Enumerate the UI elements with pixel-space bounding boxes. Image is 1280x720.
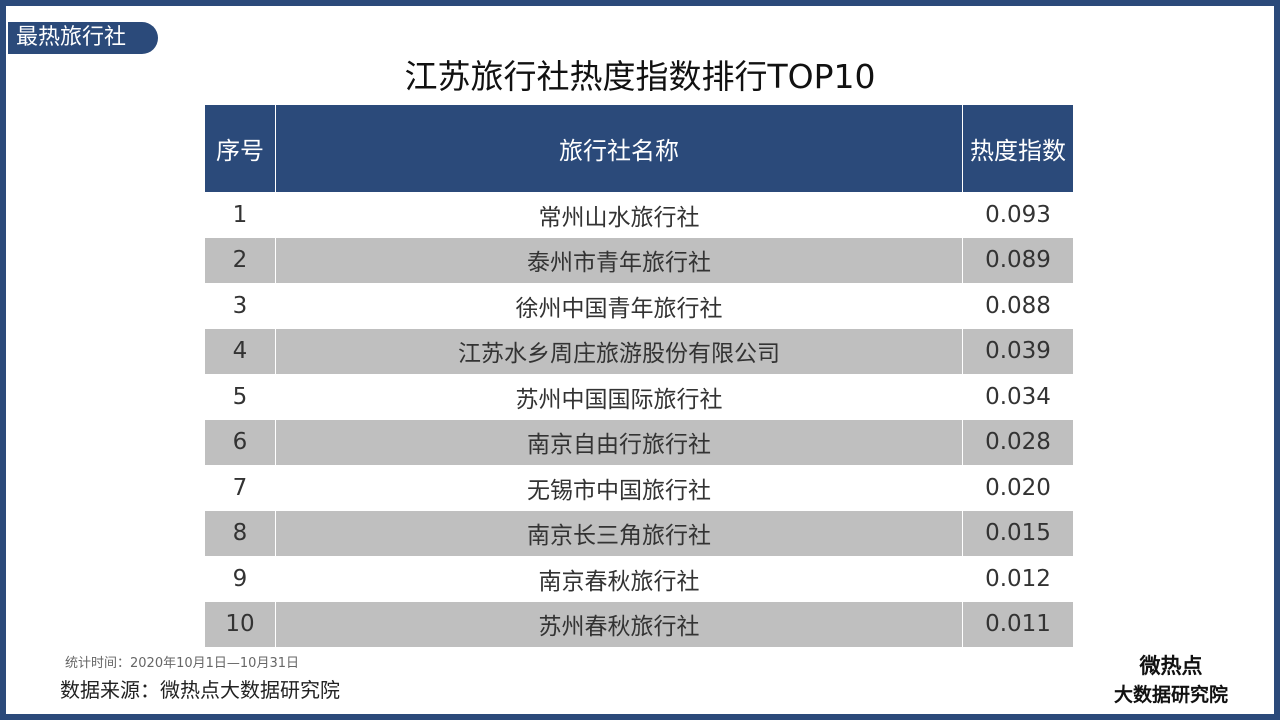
column-header: 旅行社名称 xyxy=(275,105,963,192)
ranking-table: 序号 旅行社名称 热度指数 1 常州山水旅行社 0.093 2 泰州市青年旅行社 0.089 3… xyxy=(205,105,1073,647)
table-row: 8 南京长三角旅行社 0.015 xyxy=(205,510,1073,556)
table-row: 5 苏州中国国际旅行社 0.034 xyxy=(205,374,1073,420)
table-cell: 1 xyxy=(232,201,248,228)
table-cell: 无锡市中国旅行社 xyxy=(275,465,963,511)
table-cell: 0.028 xyxy=(962,419,1073,465)
table-cell: 9 xyxy=(232,565,248,592)
table-cell: 苏州中国国际旅行社 xyxy=(275,374,963,420)
table-cell: 常州山水旅行社 xyxy=(275,192,963,238)
table-cell: 2 xyxy=(205,237,276,283)
period-note: 统计时间：2020年10月1日—10月31日 xyxy=(65,656,299,671)
table-cell: 0.039 xyxy=(962,328,1073,374)
table-cell: 5 xyxy=(232,383,248,410)
logo: 微热点 大数据研究院 xyxy=(1096,650,1246,707)
table-cell: 南京春秋旅行社 xyxy=(275,556,963,602)
table-cell: 3 xyxy=(232,292,248,319)
table-cell: 0.020 xyxy=(962,465,1073,511)
table-cell: 苏州春秋旅行社 xyxy=(275,601,963,647)
section-tag: 最热旅行社 xyxy=(8,22,158,54)
table-cell: 南京长三角旅行社 xyxy=(275,510,963,556)
column-header: 热度指数 xyxy=(962,105,1073,192)
table-row: 1 常州山水旅行社 0.093 xyxy=(205,192,1073,238)
table-cell: 0.093 xyxy=(962,192,1073,238)
table-row: 9 南京春秋旅行社 0.012 xyxy=(205,556,1073,602)
table-row: 3 徐州中国青年旅行社 0.088 xyxy=(205,283,1073,329)
table-cell: 10 xyxy=(205,601,276,647)
table-cell: 4 xyxy=(205,328,276,374)
header-row: 序号 旅行社名称 热度指数 xyxy=(205,105,1073,192)
table-row: 10 苏州春秋旅行社 0.011 xyxy=(205,601,1073,647)
table-row: 6 南京自由行旅行社 0.028 xyxy=(205,419,1073,465)
table-cell: 0.015 xyxy=(962,510,1073,556)
table-cell: 0.011 xyxy=(962,601,1073,647)
table-cell: 7 xyxy=(232,474,248,501)
table-row: 2 泰州市青年旅行社 0.089 xyxy=(205,237,1073,283)
table-cell: 0.034 xyxy=(962,374,1073,420)
source-note: 数据来源：微热点大数据研究院 xyxy=(60,678,340,702)
logo-name: 微热点 xyxy=(1139,654,1203,678)
table-cell: 泰州市青年旅行社 xyxy=(275,237,963,283)
table-cell: 徐州中国青年旅行社 xyxy=(275,283,963,329)
table-cell: 0.088 xyxy=(962,283,1073,329)
table-cell: 江苏水乡周庄旅游股份有限公司 xyxy=(275,328,963,374)
table-cell: 0.089 xyxy=(962,237,1073,283)
table-cell: 南京自由行旅行社 xyxy=(275,419,963,465)
logo-subtitle: 大数据研究院 xyxy=(1113,684,1228,706)
table-cell: 8 xyxy=(205,510,276,556)
table-cell: 0.012 xyxy=(962,556,1073,602)
table-cell: 6 xyxy=(205,419,276,465)
table-body: 1 常州山水旅行社 0.093 2 泰州市青年旅行社 0.089 3 徐州中国青年旅行社 0.0… xyxy=(205,192,1073,647)
column-header: 序号 xyxy=(205,105,276,192)
table-row: 4 江苏水乡周庄旅游股份有限公司 0.039 xyxy=(205,328,1073,374)
title: 江苏旅行社热度指数排行TOP10 xyxy=(404,57,876,96)
table-row: 7 无锡市中国旅行社 0.020 xyxy=(205,465,1073,511)
